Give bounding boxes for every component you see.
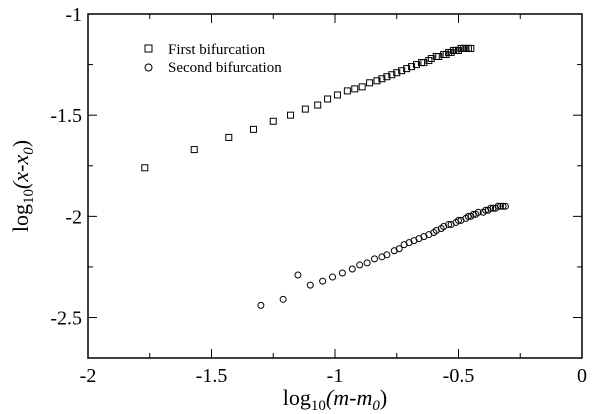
legend: First bifurcation Second bifurcation bbox=[144, 42, 282, 76]
point-first-bifurcation bbox=[314, 101, 322, 109]
point-second-bifurcation bbox=[499, 202, 507, 210]
y-tick-label: -1 bbox=[65, 4, 82, 26]
point-first-bifurcation bbox=[343, 87, 351, 95]
x-axis-label-open: (m-m bbox=[326, 385, 372, 410]
point-first-bifurcation bbox=[190, 146, 198, 154]
point-second-bifurcation bbox=[371, 255, 379, 263]
point-second-bifurcation bbox=[487, 204, 495, 212]
x-tick-label: -2 bbox=[80, 365, 97, 387]
legend-marker-square bbox=[144, 44, 153, 53]
point-first-bifurcation bbox=[141, 164, 149, 172]
point-second-bifurcation bbox=[494, 202, 502, 210]
y-axis-label: log10(x-x0) bbox=[8, 140, 37, 232]
point-first-bifurcation bbox=[301, 105, 309, 113]
point-first-bifurcation bbox=[425, 57, 433, 65]
y-tick-label: -2 bbox=[65, 206, 82, 228]
y-axis-label-open: (x-x bbox=[8, 155, 33, 189]
x-tick-label: -0.5 bbox=[443, 365, 475, 387]
legend-marker-circle bbox=[144, 63, 153, 72]
point-first-bifurcation bbox=[420, 59, 428, 67]
point-first-bifurcation bbox=[427, 55, 435, 63]
x-tick-label: 0 bbox=[577, 365, 587, 387]
point-first-bifurcation bbox=[393, 69, 401, 77]
point-first-bifurcation bbox=[333, 91, 341, 99]
point-first-bifurcation bbox=[398, 67, 406, 75]
x-axis-label-close: ) bbox=[380, 385, 387, 410]
point-first-bifurcation bbox=[408, 63, 416, 71]
point-first-bifurcation bbox=[403, 65, 411, 73]
y-axis-label-sub: 10 bbox=[21, 189, 37, 204]
point-first-bifurcation bbox=[358, 83, 366, 91]
point-first-bifurcation bbox=[388, 71, 396, 79]
point-second-bifurcation bbox=[474, 208, 482, 216]
point-second-bifurcation bbox=[501, 202, 509, 210]
point-second-bifurcation bbox=[329, 273, 337, 281]
x-axis-label-sub2: 0 bbox=[372, 398, 380, 414]
point-second-bifurcation bbox=[319, 277, 327, 285]
point-first-bifurcation bbox=[413, 61, 421, 69]
point-first-bifurcation bbox=[324, 95, 332, 103]
point-second-bifurcation bbox=[257, 301, 265, 309]
point-second-bifurcation bbox=[395, 245, 403, 253]
point-first-bifurcation bbox=[249, 125, 257, 133]
legend-label-first: First bifurcation bbox=[168, 42, 266, 58]
point-first-bifurcation bbox=[225, 133, 233, 141]
tick-labels: -2 -1.5 -1 -0.5 0 -2.5 -2 -1.5 -1 bbox=[50, 4, 587, 387]
y-axis-label-close: ) bbox=[8, 140, 33, 147]
y-axis-label-main: log bbox=[8, 204, 33, 232]
y-axis-label-sub2: 0 bbox=[21, 147, 37, 155]
legend-label-second: Second bifurcation bbox=[168, 60, 282, 76]
point-first-bifurcation bbox=[455, 46, 462, 54]
plot-area-frame bbox=[87, 13, 583, 359]
point-first-bifurcation bbox=[366, 79, 374, 87]
point-first-bifurcation bbox=[351, 85, 359, 93]
point-second-bifurcation bbox=[306, 281, 314, 289]
point-second-bifurcation bbox=[383, 251, 391, 259]
point-first-bifurcation bbox=[383, 73, 391, 81]
point-second-bifurcation bbox=[496, 202, 504, 210]
point-second-bifurcation bbox=[348, 265, 356, 273]
point-second-bifurcation bbox=[445, 220, 453, 228]
point-first-bifurcation bbox=[442, 50, 450, 58]
point-second-bifurcation bbox=[455, 216, 462, 224]
point-second-bifurcation bbox=[338, 269, 346, 277]
y-tick-label: -1.5 bbox=[50, 105, 82, 127]
x-axis-label-main: log bbox=[283, 385, 311, 410]
point-first-bifurcation bbox=[447, 48, 455, 56]
x-tick-label: -1 bbox=[327, 365, 344, 387]
y-tick-label: -2.5 bbox=[50, 308, 82, 330]
point-first-bifurcation bbox=[269, 117, 277, 125]
x-axis-label: log10(m-m0) bbox=[283, 385, 387, 414]
point-first-bifurcation bbox=[287, 111, 295, 119]
data-points bbox=[141, 44, 509, 309]
point-second-bifurcation bbox=[294, 271, 302, 279]
point-first-bifurcation bbox=[373, 77, 381, 85]
x-tick-label: -1.5 bbox=[196, 365, 228, 387]
point-second-bifurcation bbox=[356, 261, 364, 269]
point-first-bifurcation bbox=[435, 52, 443, 60]
point-second-bifurcation bbox=[363, 259, 371, 267]
axis-ticks bbox=[87, 13, 583, 358]
point-first-bifurcation bbox=[378, 75, 386, 83]
point-second-bifurcation bbox=[279, 295, 287, 303]
point-first-bifurcation bbox=[467, 44, 475, 52]
x-axis-label-sub: 10 bbox=[311, 398, 326, 414]
